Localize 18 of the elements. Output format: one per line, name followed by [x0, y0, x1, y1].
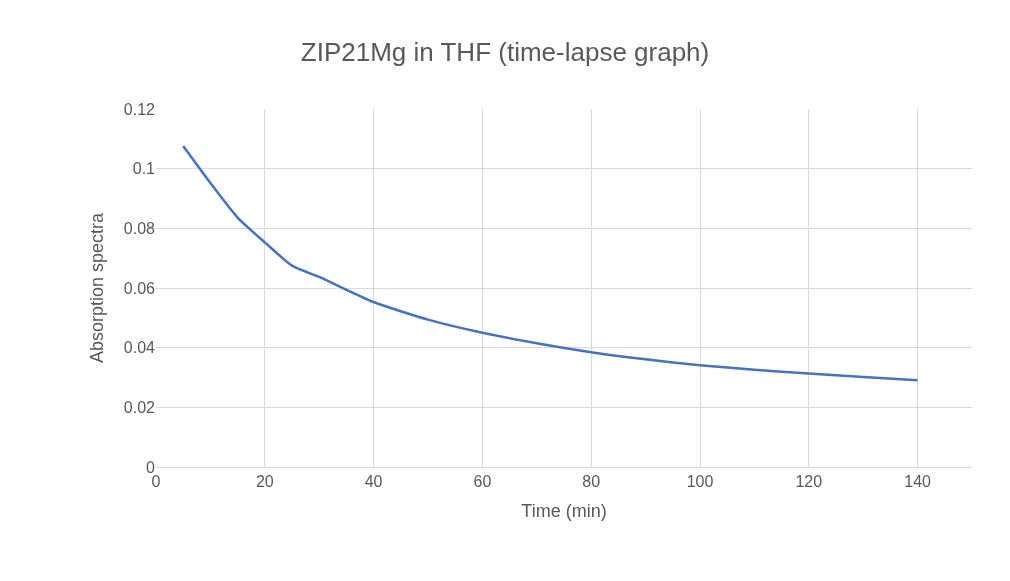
line-series [181, 144, 919, 382]
y-tick-label: 0.08 [123, 219, 156, 237]
x-axis-title: Time (min) [521, 501, 607, 522]
y-tick-label: 0.06 [123, 279, 156, 297]
y-tick-label: 0 [146, 458, 156, 476]
y-tick-label: 0.12 [123, 100, 156, 118]
x-tick-label: 140 [904, 473, 932, 491]
y-tick-label: 0.04 [123, 339, 156, 357]
y-tick-label: 0.1 [132, 160, 156, 178]
x-tick-label: 20 [255, 473, 274, 491]
x-tick-label: 40 [364, 473, 383, 491]
x-tick-label: 120 [795, 473, 823, 491]
y-tick-label: 0.02 [123, 398, 156, 416]
x-tick-label: 80 [582, 473, 601, 491]
x-tick-label: 60 [473, 473, 492, 491]
x-tick-label: 100 [686, 473, 714, 491]
y-axis-title: Absorption spectra [87, 211, 108, 364]
chart-title: ZIP21Mg in THF (time-lapse graph) [300, 37, 710, 68]
